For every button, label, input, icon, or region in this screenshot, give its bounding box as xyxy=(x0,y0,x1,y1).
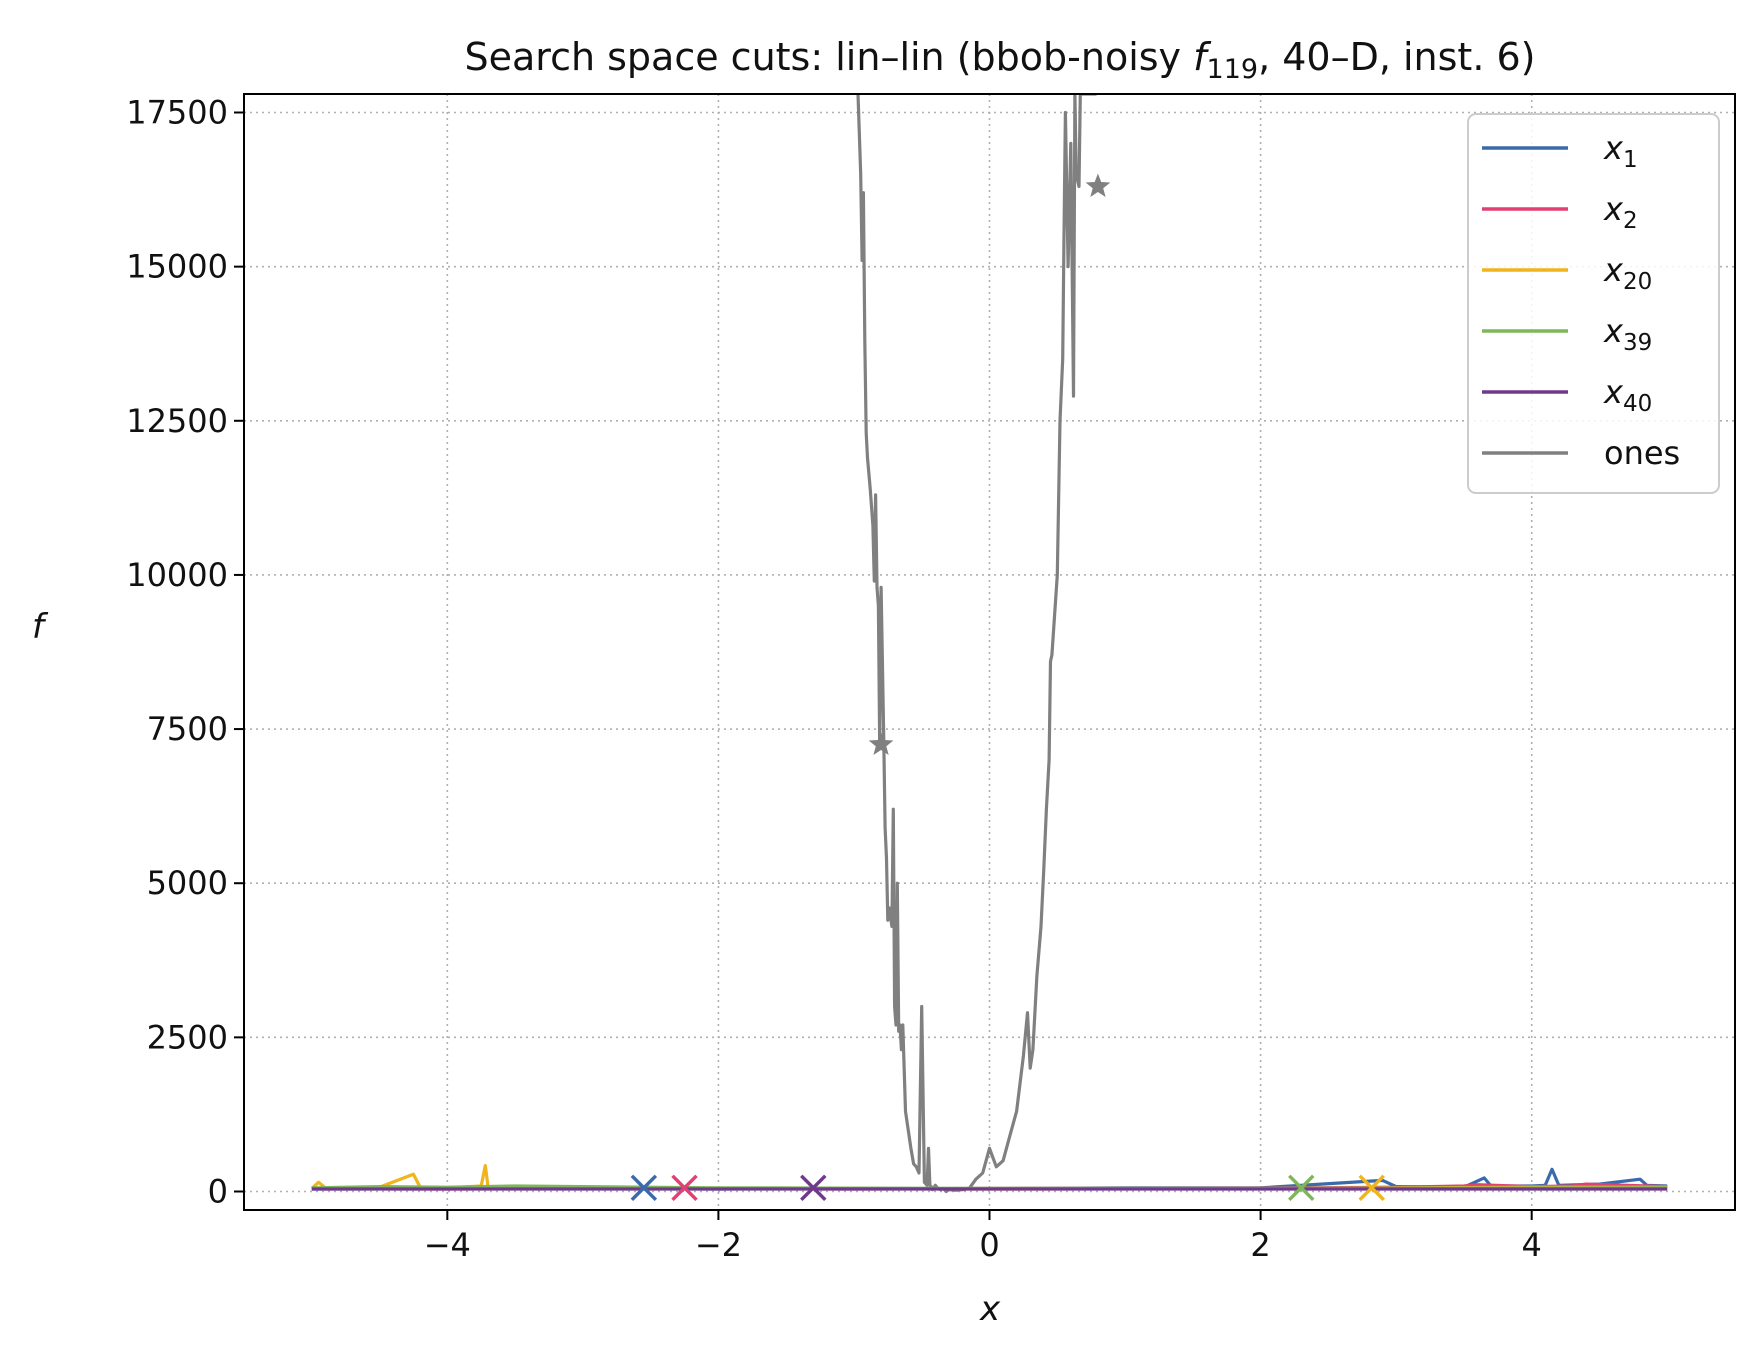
legend-item-x2: x2 xyxy=(1482,190,1638,234)
x-tick-label-1: −2 xyxy=(695,1226,742,1264)
y-tick-label-4: 10000 xyxy=(126,556,228,594)
legend-label-ones: ones xyxy=(1604,434,1680,472)
marker-x1 xyxy=(630,1174,658,1202)
legend-label-x40: x40 xyxy=(1603,373,1652,417)
marker-x20 xyxy=(1358,1174,1385,1202)
y-tick-label-1: 2500 xyxy=(147,1018,228,1056)
legend-label-x1: x1 xyxy=(1603,129,1638,173)
x-tick-label-3: 2 xyxy=(1250,1226,1270,1264)
marker-x2 xyxy=(671,1174,698,1202)
title-prefix: Search space cuts: lin–lin (bbob-noisy xyxy=(465,35,1194,79)
y-tick-label-6: 15000 xyxy=(126,248,228,286)
title-func-sub: 119 xyxy=(1207,54,1259,85)
marker-ones-2 xyxy=(1085,173,1111,197)
y-tick-label-2: 5000 xyxy=(147,864,228,902)
series-line-ones xyxy=(856,94,1097,1194)
legend-item-x40: x40 xyxy=(1482,373,1652,417)
x-axis-ticks: −4 −2 0 2 4 xyxy=(424,1210,1542,1264)
y-tick-label-3: 7500 xyxy=(147,710,228,748)
y-axis-ticks: 0 2500 5000 7500 10000 12500 15000 17500 xyxy=(126,93,244,1211)
marker-ones xyxy=(868,731,894,755)
y-tick-label-7: 17500 xyxy=(126,93,228,131)
legend-frame xyxy=(1467,113,1720,494)
legend: x1 x2 x20 x39 x40 ones xyxy=(1467,113,1720,494)
legend-label-x2: x2 xyxy=(1603,190,1638,234)
legend-item-x39: x39 xyxy=(1482,312,1652,356)
x-axis-label: x xyxy=(979,1289,1001,1329)
series-markers xyxy=(630,173,1385,1202)
legend-label-x39: x39 xyxy=(1603,312,1652,356)
marker-x39 xyxy=(1288,1174,1315,1202)
legend-label-x20: x20 xyxy=(1603,251,1652,295)
chart-title: Search space cuts: lin–lin (bbob-noisy f… xyxy=(465,35,1536,85)
y-tick-label-5: 12500 xyxy=(126,402,228,440)
title-suffix: , 40–D, inst. 6) xyxy=(1258,35,1535,79)
marker-x40 xyxy=(800,1174,827,1202)
legend-item-x1: x1 xyxy=(1482,129,1638,173)
legend-item-x20: x20 xyxy=(1482,251,1652,295)
series-lines xyxy=(310,94,1668,1194)
x-tick-label-0: −4 xyxy=(424,1226,471,1264)
y-tick-label-0: 0 xyxy=(208,1173,228,1211)
x-tick-label-2: 0 xyxy=(979,1226,999,1264)
x-tick-label-4: 4 xyxy=(1522,1226,1542,1264)
legend-item-ones: ones xyxy=(1482,434,1680,472)
